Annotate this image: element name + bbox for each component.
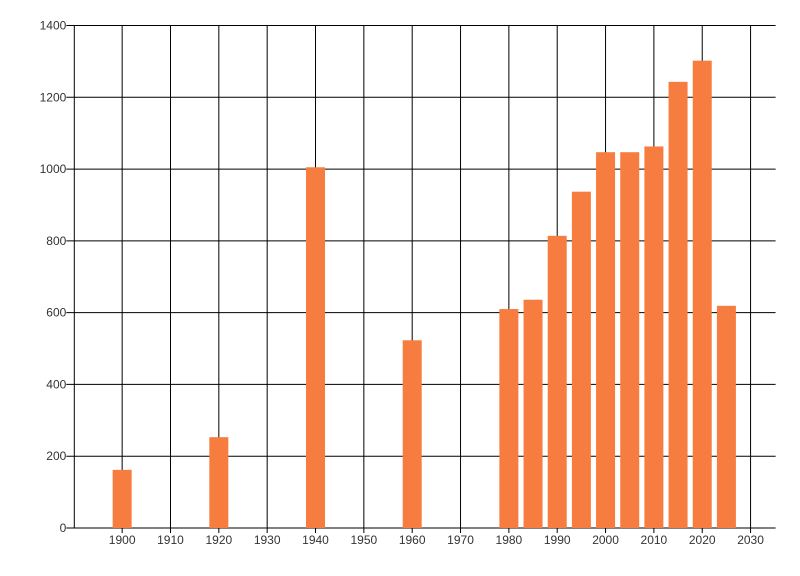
svg-text:1400: 1400 — [40, 19, 67, 33]
svg-text:2000: 2000 — [592, 533, 619, 547]
svg-text:1990: 1990 — [544, 533, 571, 547]
svg-text:800: 800 — [46, 234, 66, 248]
svg-text:400: 400 — [46, 377, 66, 391]
svg-text:2010: 2010 — [641, 533, 668, 547]
svg-text:200: 200 — [46, 449, 66, 463]
svg-text:1940: 1940 — [302, 533, 329, 547]
svg-text:1200: 1200 — [40, 90, 67, 104]
svg-text:1930: 1930 — [254, 533, 281, 547]
svg-text:1910: 1910 — [157, 533, 184, 547]
svg-text:1980: 1980 — [496, 533, 523, 547]
svg-text:600: 600 — [46, 306, 66, 320]
svg-text:1950: 1950 — [350, 533, 377, 547]
svg-text:1000: 1000 — [40, 162, 67, 176]
svg-text:1920: 1920 — [205, 533, 232, 547]
svg-text:1900: 1900 — [109, 533, 136, 547]
svg-text:2030: 2030 — [737, 533, 764, 547]
svg-text:0: 0 — [60, 521, 67, 535]
svg-text:1960: 1960 — [399, 533, 426, 547]
svg-text:2020: 2020 — [689, 533, 716, 547]
svg-text:1970: 1970 — [447, 533, 474, 547]
